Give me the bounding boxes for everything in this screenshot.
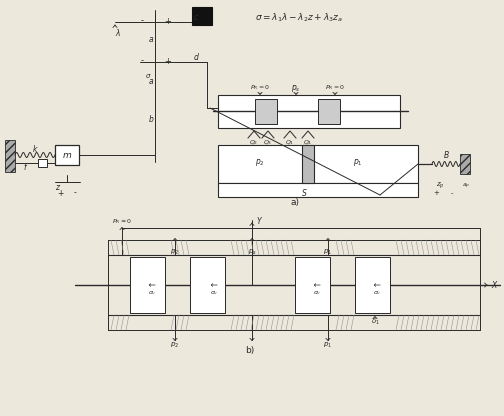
Text: b: b bbox=[149, 116, 153, 124]
Text: a: a bbox=[149, 35, 153, 45]
Text: $p_2$: $p_2$ bbox=[170, 340, 179, 349]
Bar bbox=[5, 140, 15, 172]
Text: m: m bbox=[62, 151, 72, 159]
Text: $\lambda$: $\lambda$ bbox=[115, 27, 121, 37]
Text: a: a bbox=[149, 77, 153, 87]
Text: +: + bbox=[433, 190, 439, 196]
Text: +: + bbox=[57, 188, 64, 198]
Text: $p_2$: $p_2$ bbox=[255, 156, 265, 168]
Text: $p_1$: $p_1$ bbox=[353, 156, 363, 168]
Text: $\delta_1$: $\delta_1$ bbox=[370, 317, 380, 327]
Text: $\sigma_v$: $\sigma_v$ bbox=[312, 289, 322, 297]
Text: $p_s$: $p_s$ bbox=[247, 248, 257, 257]
Text: k: k bbox=[33, 144, 37, 154]
Bar bbox=[38, 159, 47, 167]
Text: -: - bbox=[451, 190, 453, 196]
Text: +: + bbox=[165, 17, 171, 25]
Text: $\sigma_v$: $\sigma_v$ bbox=[148, 289, 156, 297]
Bar bbox=[218, 145, 418, 183]
Text: B: B bbox=[444, 151, 449, 161]
Text: $Q_4$: $Q_4$ bbox=[303, 139, 312, 147]
Text: f: f bbox=[24, 163, 26, 173]
Text: +: + bbox=[165, 57, 171, 65]
Text: $p_1$: $p_1$ bbox=[324, 340, 333, 349]
Text: $S$: $S$ bbox=[301, 186, 307, 198]
Text: $P_{R}\approx 0$: $P_{R}\approx 0$ bbox=[112, 218, 132, 226]
Text: $Q_3$: $Q_3$ bbox=[264, 139, 273, 147]
Text: $Q_1$: $Q_1$ bbox=[285, 139, 295, 147]
Text: z: z bbox=[55, 183, 59, 193]
Text: $P_R=0$: $P_R=0$ bbox=[325, 84, 345, 92]
Text: $Q_2$: $Q_2$ bbox=[249, 139, 259, 147]
Bar bbox=[218, 95, 400, 128]
Text: -: - bbox=[74, 188, 77, 198]
Bar bbox=[130, 257, 165, 313]
Text: X: X bbox=[491, 280, 496, 290]
Text: d: d bbox=[194, 52, 199, 62]
Text: -: - bbox=[141, 17, 144, 25]
Bar bbox=[192, 7, 212, 25]
Bar bbox=[295, 257, 330, 313]
Bar bbox=[460, 154, 470, 174]
Bar bbox=[318, 99, 340, 124]
Bar bbox=[55, 145, 79, 165]
Bar bbox=[255, 99, 277, 124]
Text: $p_2$: $p_2$ bbox=[170, 248, 179, 257]
Text: $\sigma$: $\sigma$ bbox=[145, 72, 151, 80]
Text: $p_s$: $p_s$ bbox=[291, 82, 301, 94]
Text: $a_p$: $a_p$ bbox=[462, 181, 470, 191]
Bar bbox=[355, 257, 390, 313]
Text: $p_1$: $p_1$ bbox=[324, 248, 333, 257]
Text: -: - bbox=[141, 57, 144, 65]
Text: b): b) bbox=[245, 346, 255, 354]
Text: a): a) bbox=[290, 198, 299, 206]
Text: $\sigma_v$: $\sigma_v$ bbox=[372, 289, 382, 297]
Bar bbox=[190, 257, 225, 313]
Text: c: c bbox=[194, 12, 198, 22]
Text: $\sigma_v$: $\sigma_v$ bbox=[210, 289, 218, 297]
Text: $z_p$: $z_p$ bbox=[436, 181, 445, 191]
Text: $\sigma = \lambda_1\lambda - \lambda_2 z + \lambda_3 z_a$: $\sigma = \lambda_1\lambda - \lambda_2 z… bbox=[255, 12, 343, 24]
Bar bbox=[218, 183, 418, 197]
Bar bbox=[302, 145, 314, 183]
Text: $P_R=0$: $P_R=0$ bbox=[250, 84, 270, 92]
Text: Y: Y bbox=[257, 218, 262, 226]
